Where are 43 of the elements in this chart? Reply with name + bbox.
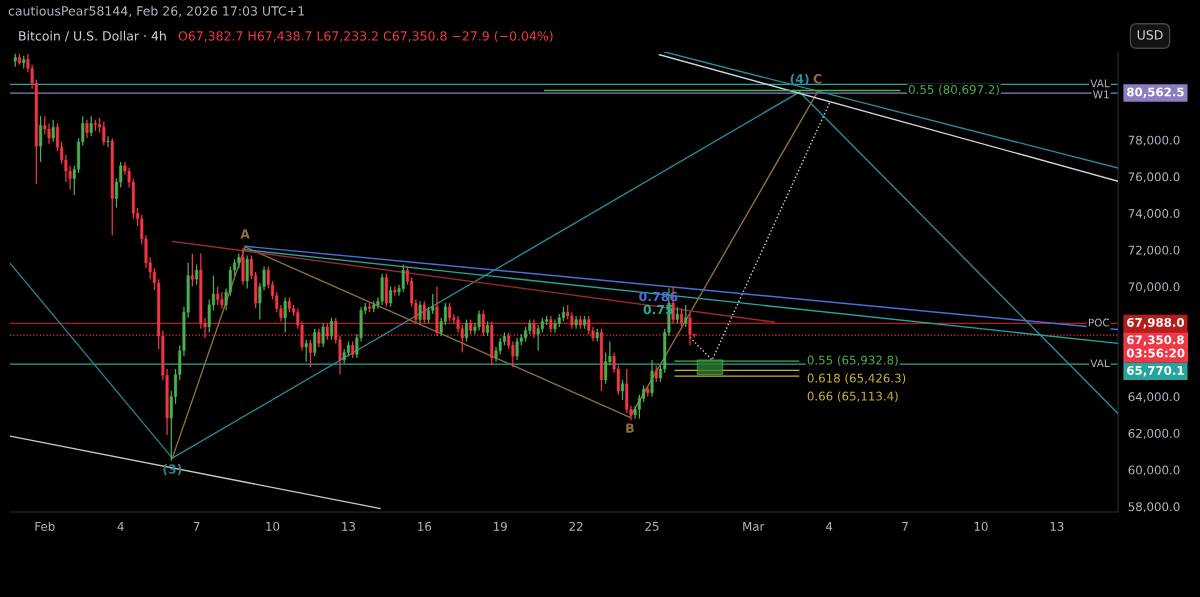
x-tick-label: 16	[418, 521, 432, 531]
series-label: 0.618 (65,426.3)	[807, 373, 906, 384]
y-tick-label: 60,000.0	[1128, 465, 1180, 476]
ref-line-label: POC	[1088, 318, 1110, 327]
x-tick-label: 13	[1050, 521, 1064, 531]
x-tick-label: 7	[193, 522, 200, 531]
series-label: 0.55 (80,697.2)	[908, 84, 999, 96]
x-tick-label: 4	[825, 522, 833, 531]
chart-title: Bitcoin / U.S. Dollar · 4h	[19, 30, 166, 42]
series-label: 0.66 (65,113.4)	[807, 391, 898, 402]
chart-subtitle: O67,382.7 H67,438.7 L67,233.2 C67,350.8 −27.9 (−0.04%)	[178, 30, 553, 43]
annotation: 80,562.5	[1127, 87, 1184, 98]
x-tick-label: 13	[342, 521, 355, 531]
x-tick-label: 4	[117, 522, 124, 531]
ref-line-label: VAL	[1090, 359, 1110, 367]
x-tick-label: 25	[645, 521, 659, 531]
y-tick-label: 72,000.0	[1128, 245, 1180, 256]
annotation: (4)	[790, 73, 809, 86]
y-tick-label: 70,000.0	[1128, 282, 1180, 293]
y-tick-label: 62,000.0	[1128, 428, 1180, 440]
y-tick-label: 64,000.0	[1128, 392, 1180, 403]
annotation: C	[813, 74, 822, 84]
annotation: 65,770.1	[1127, 365, 1184, 377]
y-tick-label: 74,000.0	[1128, 209, 1180, 220]
text: cautiousPear58144, Feb 26, 2026 17:03 UTC+1	[8, 5, 304, 17]
x-tick-label: 22	[569, 521, 583, 531]
annotation: A	[240, 229, 250, 239]
x-tick-label: Feb	[35, 521, 55, 531]
annotation: 67,988.0	[1127, 317, 1185, 329]
annotation: B	[626, 423, 634, 433]
ref-line-label: VAL	[1090, 79, 1110, 88]
y-tick-label: 76,000.0	[1128, 172, 1180, 183]
y-tick-label: 78,000.0	[1128, 135, 1180, 146]
y-tick-label: 58,000.0	[1128, 502, 1180, 513]
x-tick-label: 10	[266, 521, 280, 531]
x-tick-label: 10	[974, 521, 988, 531]
annotation: 67,350.8 03:56:20	[1126, 335, 1185, 358]
ref-line-label: W1	[1093, 90, 1109, 99]
series-label: 0.55 (65,932.8)	[807, 355, 898, 366]
y-axis-title: USD	[1137, 30, 1163, 40]
x-tick-label: Mar	[743, 522, 765, 531]
x-tick-label: 19	[494, 521, 507, 531]
x-tick-label: 7	[902, 522, 908, 531]
